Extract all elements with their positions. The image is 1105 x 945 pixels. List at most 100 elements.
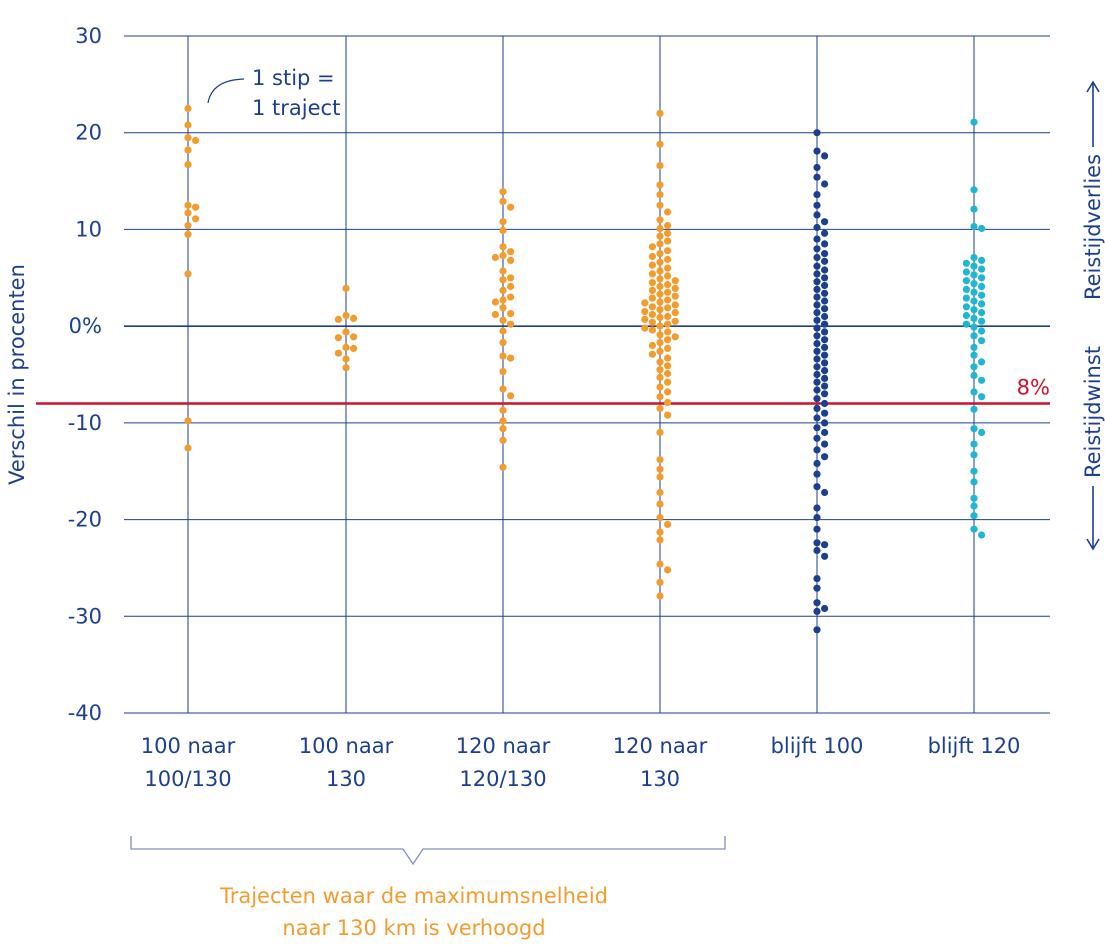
x-category-label-line1: 100 naar: [141, 734, 236, 758]
data-point: [813, 504, 821, 512]
data-point: [334, 315, 342, 323]
data-point: [821, 305, 829, 313]
x-category-label-line1: 120 naar: [456, 734, 551, 758]
data-point: [813, 309, 821, 317]
data-point: [821, 312, 829, 321]
data-points: [184, 104, 986, 634]
bracket-label-line1: Trajecten waar de maximumsnelheid: [219, 884, 608, 908]
data-point: [499, 243, 507, 251]
data-point: [970, 388, 978, 396]
data-point: [970, 262, 978, 270]
x-category-label-line1: 120 naar: [613, 734, 708, 758]
data-point: [664, 247, 672, 255]
data-point: [664, 296, 672, 304]
data-point: [507, 282, 515, 291]
data-point: [813, 235, 821, 243]
data-point: [978, 531, 986, 539]
data-point: [648, 310, 657, 319]
data-point: [507, 293, 515, 301]
data-point: [813, 539, 821, 547]
data-point: [970, 271, 978, 279]
data-point: [978, 358, 986, 366]
data-point: [962, 268, 971, 276]
arrow-down-icon: [1086, 486, 1100, 551]
data-point: [813, 340, 821, 348]
data-point: [656, 267, 664, 275]
data-point: [656, 258, 664, 266]
data-point: [821, 289, 829, 297]
data-point: [664, 362, 672, 370]
data-point: [813, 301, 821, 309]
data-point: [656, 191, 664, 199]
data-point: [656, 282, 664, 291]
data-point: [813, 378, 821, 386]
data-point: [334, 349, 342, 357]
data-point: [962, 320, 971, 328]
data-point: [978, 265, 986, 273]
data-point: [499, 304, 507, 312]
data-point: [821, 419, 829, 427]
data-point: [970, 371, 978, 380]
data-point: [970, 502, 978, 510]
data-point: [656, 578, 664, 587]
data-point: [656, 456, 664, 464]
data-point: [499, 286, 507, 294]
data-point: [970, 512, 978, 520]
data-point: [970, 478, 978, 486]
data-point: [962, 277, 971, 285]
data-point: [813, 129, 821, 137]
data-point: [671, 284, 679, 292]
data-point: [648, 294, 657, 302]
data-point: [664, 222, 672, 230]
data-point: [813, 223, 821, 232]
data-point: [821, 428, 829, 437]
data-point: [499, 327, 507, 335]
data-point: [821, 552, 829, 560]
data-point: [499, 197, 507, 205]
data-point: [813, 446, 821, 454]
grid: [124, 35, 1050, 714]
data-point: [648, 318, 657, 326]
data-point: [664, 398, 672, 407]
data-point: [664, 264, 672, 272]
data-point: [656, 275, 664, 283]
data-point: [656, 592, 664, 600]
data-point: [978, 327, 986, 335]
y-tick-label: -40: [68, 701, 102, 725]
data-point: [656, 473, 664, 481]
data-point: [813, 347, 821, 355]
data-point: [499, 267, 507, 275]
data-point: [970, 297, 978, 305]
data-point: [656, 232, 664, 240]
data-point: [978, 300, 986, 308]
data-point: [342, 355, 350, 363]
data-point: [499, 251, 507, 260]
data-point: [192, 203, 200, 211]
data-point: [978, 274, 986, 282]
data-point: [184, 121, 192, 129]
data-point: [813, 163, 821, 172]
data-point: [664, 336, 672, 344]
data-point: [507, 310, 515, 318]
data-point: [821, 390, 829, 398]
data-point: [813, 584, 821, 592]
data-point: [821, 488, 829, 497]
y-axis-label: Verschil in procenten: [5, 264, 29, 485]
data-point: [499, 352, 507, 360]
y-tick-label: -20: [68, 508, 102, 532]
x-category-label-line2: 120/130: [459, 767, 546, 791]
data-point: [499, 463, 507, 471]
data-point: [970, 323, 978, 331]
data-point: [970, 288, 978, 296]
data-point: [821, 399, 829, 408]
data-point: [821, 367, 829, 375]
data-point: [970, 363, 978, 371]
data-point: [821, 274, 829, 282]
data-point: [962, 259, 971, 267]
data-point: [491, 298, 499, 306]
y-axis-ticks: 30 20 10 0% -10 -20 -30 -40: [68, 24, 102, 725]
threshold-label: 8%: [1017, 376, 1050, 400]
data-point: [664, 272, 672, 280]
data-point: [978, 256, 986, 264]
